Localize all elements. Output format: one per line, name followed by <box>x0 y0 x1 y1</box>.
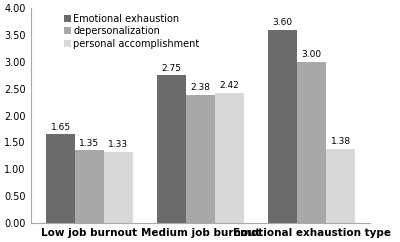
Text: 1.38: 1.38 <box>330 137 351 146</box>
Text: 1.35: 1.35 <box>79 139 100 148</box>
Text: 1.65: 1.65 <box>50 123 71 132</box>
Text: 1.33: 1.33 <box>108 140 128 149</box>
Text: 2.42: 2.42 <box>220 81 239 90</box>
Bar <box>186 95 215 223</box>
Text: 2.75: 2.75 <box>162 64 182 73</box>
Bar <box>268 30 297 223</box>
Legend: Emotional exhaustion, depersonalization, personal accomplishment: Emotional exhaustion, depersonalization,… <box>63 13 201 50</box>
Bar <box>215 93 244 223</box>
Bar <box>104 151 133 223</box>
Bar <box>46 134 75 223</box>
Text: 3.00: 3.00 <box>302 50 322 59</box>
Bar <box>297 62 326 223</box>
Text: 2.38: 2.38 <box>190 83 210 92</box>
Bar <box>75 151 104 223</box>
Bar <box>157 75 186 223</box>
Bar <box>326 149 355 223</box>
Text: 3.60: 3.60 <box>273 18 293 27</box>
